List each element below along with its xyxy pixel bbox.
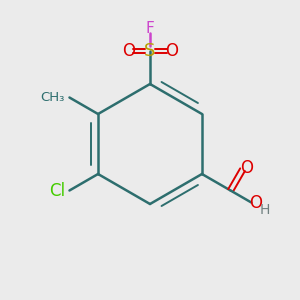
Text: S: S bbox=[144, 42, 156, 60]
Text: O: O bbox=[249, 194, 262, 211]
Text: O: O bbox=[241, 159, 254, 177]
Text: F: F bbox=[146, 21, 154, 36]
Text: Cl: Cl bbox=[49, 182, 65, 200]
Text: CH₃: CH₃ bbox=[40, 91, 65, 104]
Text: H: H bbox=[260, 203, 270, 217]
Text: O: O bbox=[122, 42, 135, 60]
Text: O: O bbox=[165, 42, 178, 60]
